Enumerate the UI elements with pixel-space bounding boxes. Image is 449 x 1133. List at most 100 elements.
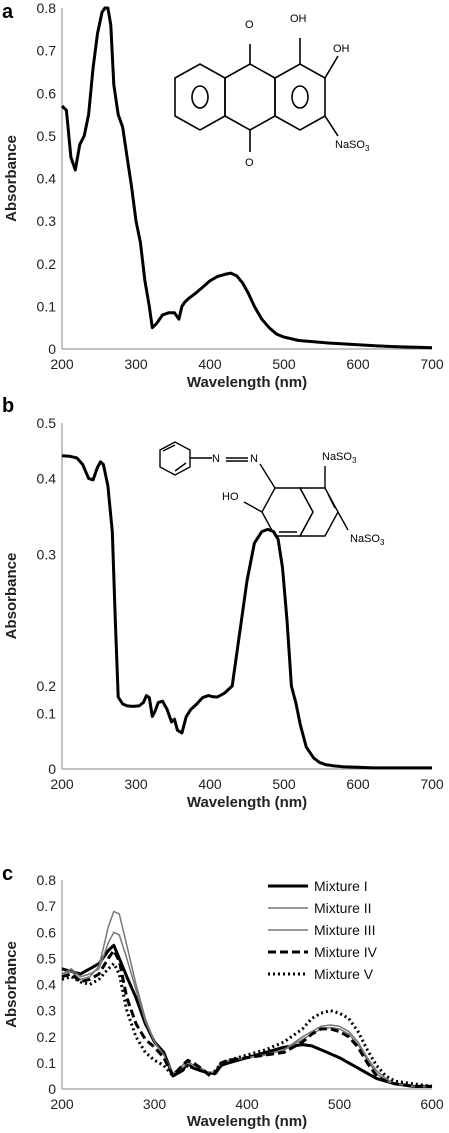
panel-a-x-axis-label: Wavelength (nm)	[187, 374, 307, 391]
series-line-1	[61, 454, 432, 770]
azo-bond-to-ring	[259, 463, 276, 489]
panel-c-x-axis-label: Wavelength (nm)	[187, 1113, 307, 1130]
x-tick-label: 500	[328, 1096, 352, 1112]
ring-3-shape	[274, 63, 326, 131]
legend-entry: Mixture I	[314, 878, 368, 894]
y-tick-label: 0.3	[37, 213, 57, 229]
x-tick-label: 200	[50, 776, 74, 792]
y-tick-label: 0.5	[37, 128, 57, 144]
hydroxyl-label-1: OH	[290, 13, 307, 25]
x-tick-label: 500	[272, 776, 296, 792]
panel-c-ticks: 200 300 400 500 600 0 0.1 0.2 0.3 0.4 0.5 0.6 0.7 0.8	[37, 872, 444, 1112]
y-tick-label: 0.5	[37, 415, 57, 431]
x-tick-label: 700	[420, 776, 444, 792]
panel-b-axes	[61, 423, 432, 770]
y-tick-label: 0.4	[37, 470, 57, 486]
sulfonate-label-2: NaSO3	[350, 533, 385, 547]
x-tick-label: 200	[50, 356, 74, 372]
y-tick-label: 0.6	[37, 924, 57, 940]
series-line-1	[61, 943, 432, 1088]
x-tick-label: 700	[420, 356, 444, 372]
panel-b-series	[61, 454, 432, 770]
panel-a-series	[60, 6, 433, 350]
y-tick-label: 0.4	[37, 977, 57, 993]
hydroxyl-label-2: OH	[333, 43, 350, 55]
panel-b-ticks: 200 300 400 500 600 700 0 0.1 0.2 0.3 0.4 0.5	[37, 415, 444, 792]
panel-a-molecule-structure	[174, 38, 339, 152]
sulfonate-bond-2	[337, 511, 349, 531]
legend-entry: Mixture V	[314, 966, 374, 982]
y-tick-label: 0.5	[37, 950, 57, 966]
series-line-2	[61, 910, 432, 1088]
sulfonate-bond	[324, 115, 339, 137]
x-tick-label: 600	[346, 356, 370, 372]
y-tick-label: 0.8	[37, 0, 57, 16]
y-tick-label: 0.2	[37, 1029, 57, 1045]
y-tick-label: 0.8	[37, 872, 57, 888]
ring-1-aromatic-circle	[191, 85, 209, 109]
panel-a-axes	[61, 8, 432, 350]
y-tick-label: 0.4	[37, 171, 57, 187]
y-tick-label: 0.2	[37, 678, 57, 694]
y-tick-label: 0	[48, 1081, 56, 1097]
y-tick-label: 0.1	[37, 1055, 57, 1071]
series-line-4	[61, 949, 432, 1088]
panel-c: c 200 300 400 500 600 0 0.1 0.2 0.3 0.4 0.5 0.6 0.7 0…	[2, 863, 444, 1130]
sulfonate-label-1: NaSO3	[322, 451, 357, 465]
panel-c-legend: Mixture I Mixture II Mixture III Mixture IV…	[268, 878, 378, 982]
panel-a-ticks: 200 300 400 500 600 700 0 0.1 0.2 0.3 0.4 0.5 0.6 0.7…	[37, 0, 444, 372]
naphthalene-double-bond-2	[327, 493, 336, 509]
legend-entry: Mixture II	[314, 900, 372, 916]
panel-b-y-axis-label: Absorbance	[3, 553, 20, 640]
x-tick-label: 300	[124, 776, 148, 792]
carbonyl-o-bottom: O	[245, 157, 254, 169]
panel-c-axes	[61, 880, 432, 1090]
panel-b: b 200 300 400 500 600 700 0 0.1 0.2 0.3 0.4 0.5 Abs…	[2, 395, 444, 811]
x-tick-label: 400	[198, 776, 222, 792]
x-tick-label: 300	[143, 1096, 167, 1112]
panel-letter-c: c	[2, 863, 13, 885]
x-tick-label: 200	[50, 1096, 74, 1112]
y-tick-label: 0.1	[37, 706, 57, 722]
y-tick-label: 0.6	[37, 85, 57, 101]
naphthalene-ring-2	[298, 487, 339, 537]
panel-b-molecule-structure	[159, 441, 349, 537]
panel-c-y-axis-label: Absorbance	[3, 941, 20, 1028]
legend-entry: Mixture III	[314, 922, 375, 938]
ring-1-shape	[174, 63, 226, 131]
carbonyl-o-top: O	[245, 19, 254, 31]
y-tick-label: 0.7	[37, 898, 57, 914]
x-tick-label: 600	[346, 776, 370, 792]
panel-letter-b: b	[2, 395, 14, 417]
panel-a-y-axis-label: Absorbance	[3, 135, 20, 222]
y-tick-label: 0.7	[37, 43, 57, 59]
hydroxyl-bond	[243, 501, 263, 513]
y-tick-label: 0.1	[37, 298, 57, 314]
ring-2-shape	[224, 63, 276, 131]
y-tick-label: 0	[48, 341, 56, 357]
azo-n-left: N	[212, 453, 220, 465]
series-line-5	[61, 962, 433, 1088]
hydroxyl-bond-2	[324, 55, 339, 79]
x-tick-label: 400	[235, 1096, 259, 1112]
panel-c-series	[61, 910, 433, 1088]
y-tick-label: 0.2	[37, 256, 57, 272]
x-tick-label: 300	[124, 356, 148, 372]
x-tick-label: 400	[198, 356, 222, 372]
ring-3-aromatic-circle	[291, 85, 309, 109]
x-tick-label: 600	[420, 1096, 444, 1112]
y-tick-label: 0.3	[37, 1003, 57, 1019]
legend-entry: Mixture IV	[314, 944, 378, 960]
series-line-1	[60, 6, 433, 350]
azo-n-right: N	[250, 453, 258, 465]
y-tick-label: 0.3	[37, 546, 57, 562]
sulfonate-label: NaSO3	[335, 139, 370, 153]
phenyl-double-bond-1	[162, 444, 176, 452]
panel-b-x-axis-label: Wavelength (nm)	[187, 794, 307, 811]
phenyl-double-bond-2	[174, 462, 187, 472]
hydroxyl-label: HO	[222, 491, 239, 503]
series-line-3	[61, 931, 432, 1088]
phenyl-ring-shape	[159, 441, 191, 476]
panel-a: a 200 300 400 500 600 700 0 0.1 0.2 0.3 0.4 0.5 0.6 0…	[2, 0, 444, 391]
